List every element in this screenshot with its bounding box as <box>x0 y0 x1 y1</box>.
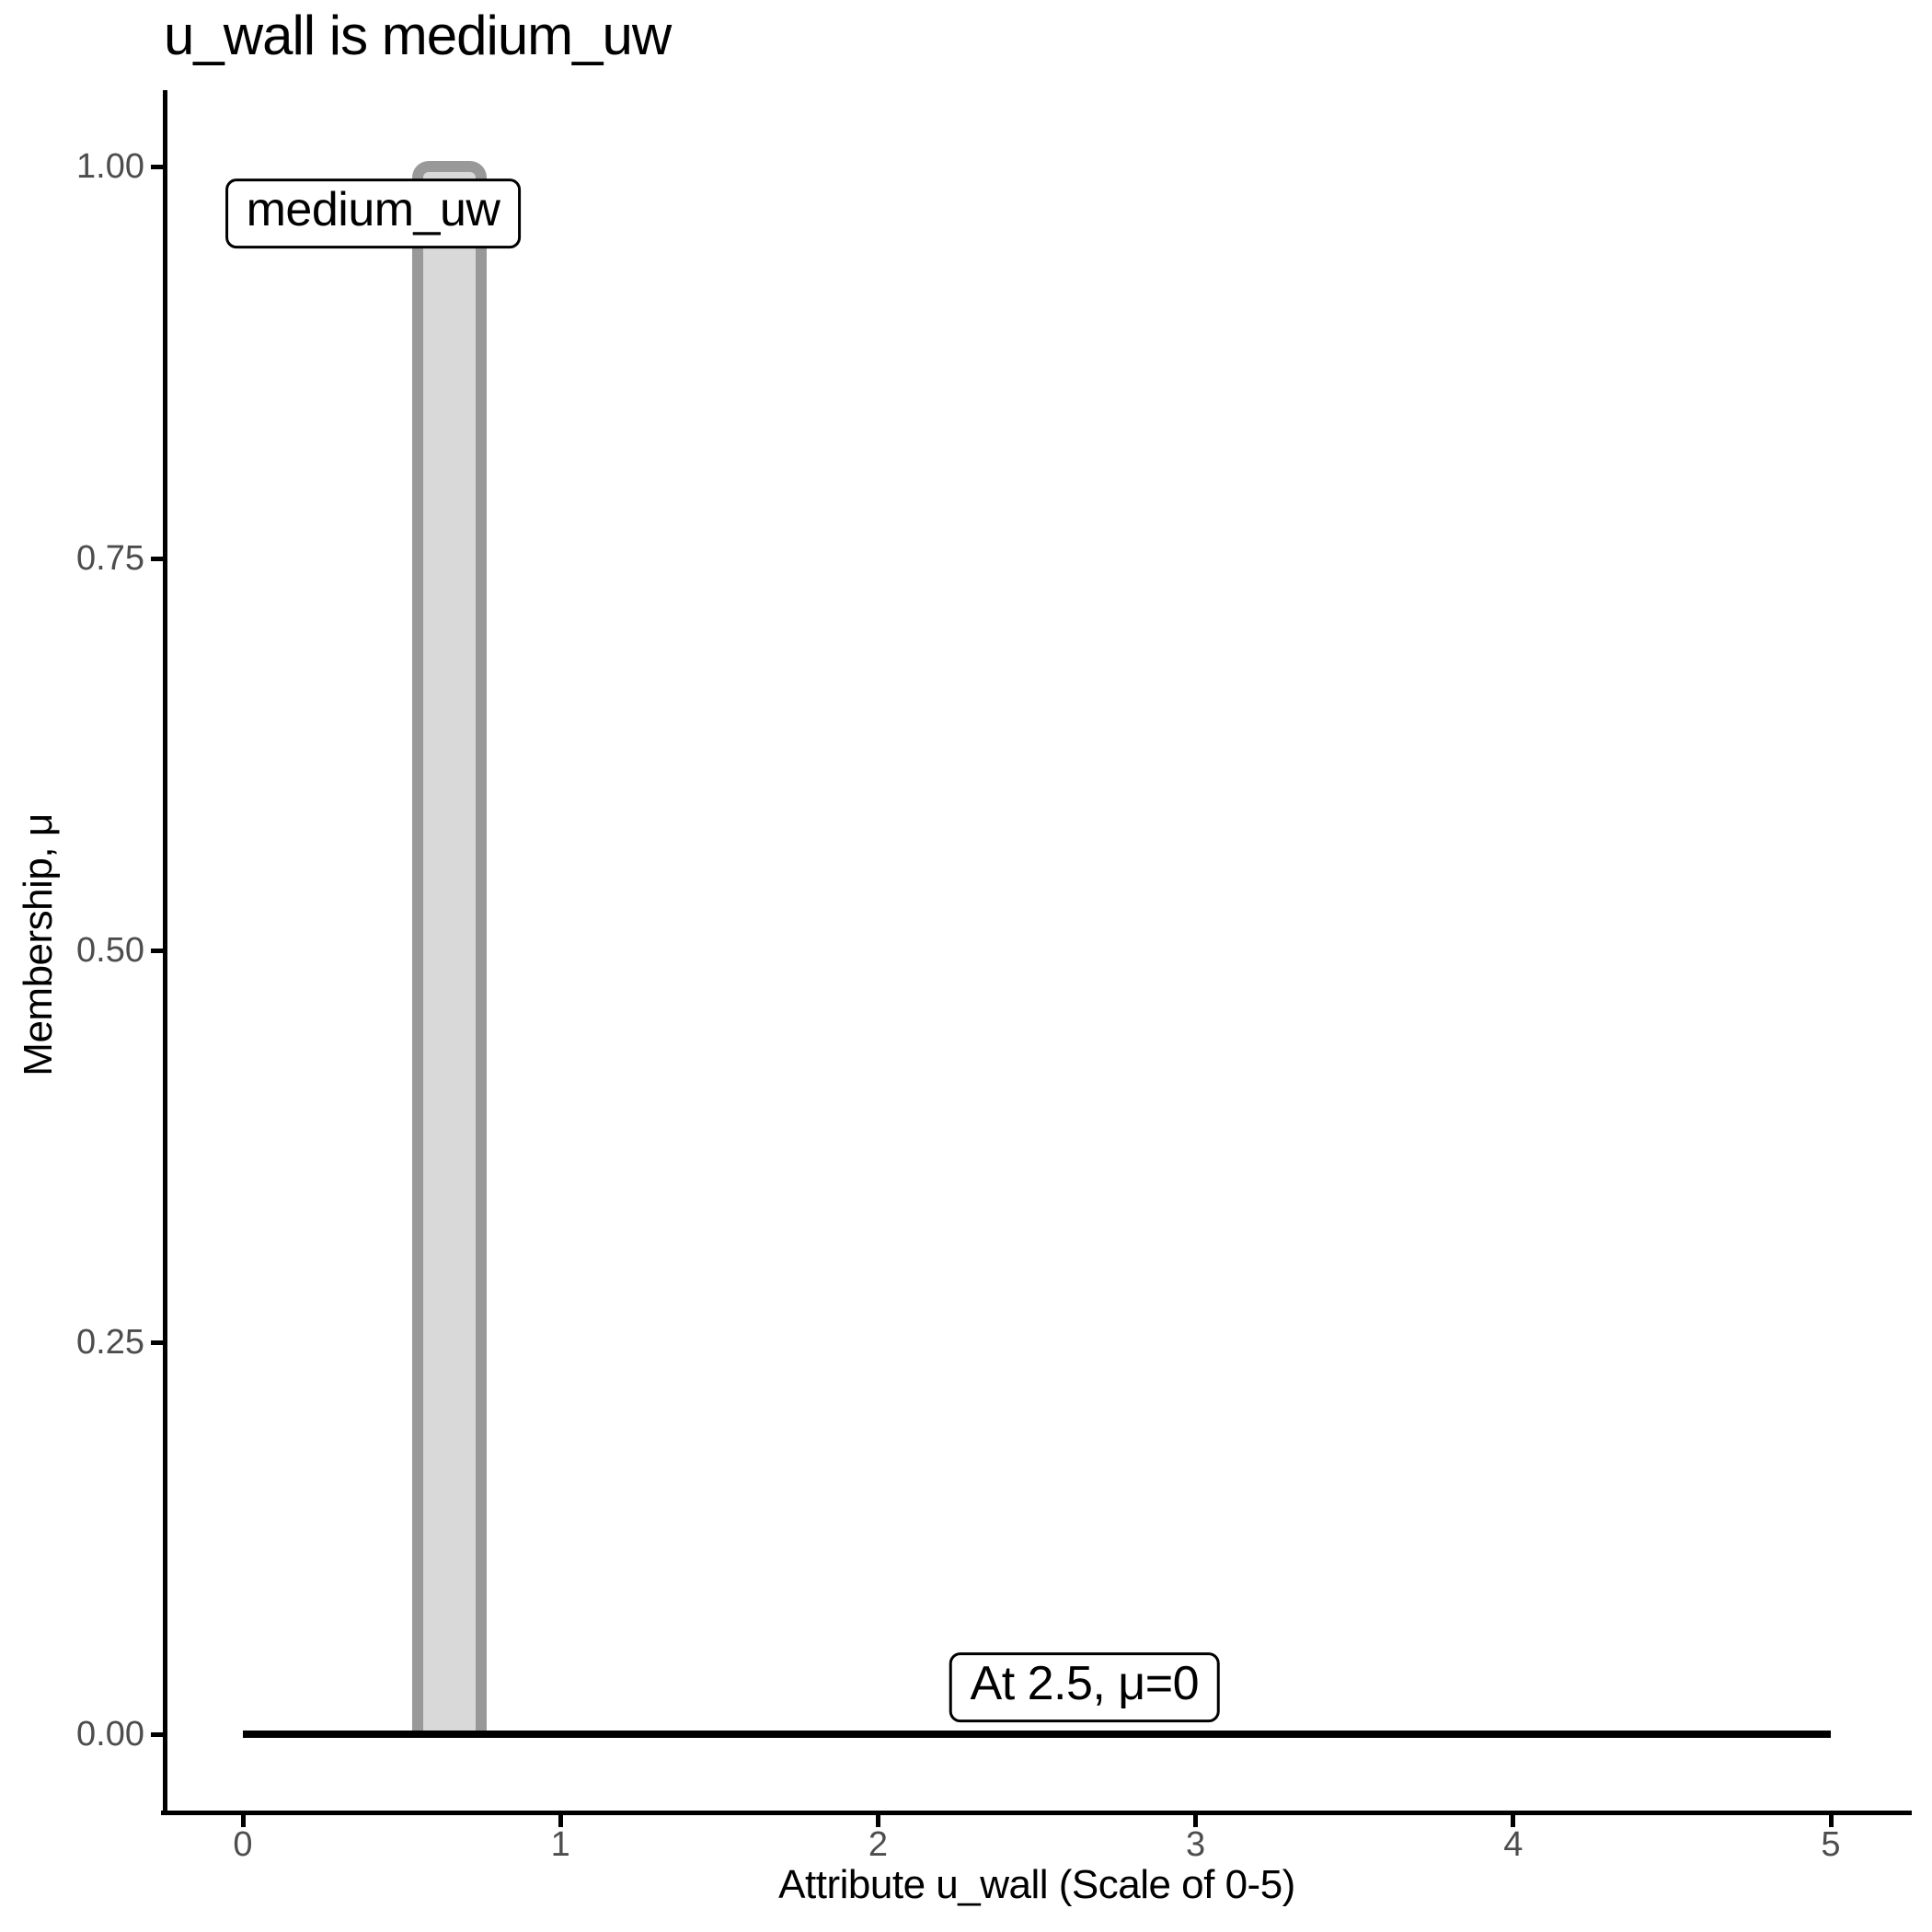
y-tick-label: 0.25 <box>76 1323 144 1362</box>
x-tick-label: 3 <box>1186 1825 1206 1864</box>
x-tick-label: 5 <box>1821 1825 1841 1864</box>
x-tick-mark <box>1511 1815 1516 1827</box>
x-tick-mark <box>1193 1815 1199 1827</box>
x-axis-line <box>161 1811 1912 1815</box>
x-tick-label: 4 <box>1503 1825 1524 1864</box>
y-tick-label: 0.00 <box>76 1715 144 1754</box>
x-tick-mark <box>1828 1815 1834 1827</box>
x-tick-label: 2 <box>868 1825 888 1864</box>
x-tick-mark <box>558 1815 563 1827</box>
x-tick-mark <box>875 1815 880 1827</box>
y-axis-label: Membership, μ <box>16 813 61 1076</box>
annotation-label: medium_uw <box>224 178 522 249</box>
y-tick-mark <box>151 948 163 953</box>
y-tick-label: 1.00 <box>76 147 144 186</box>
x-axis-label: Attribute u_wall (Scale of 0-5) <box>778 1862 1295 1907</box>
zero-membership-line <box>243 1731 1831 1738</box>
x-tick-label: 0 <box>233 1825 253 1864</box>
y-tick-mark <box>151 1731 163 1737</box>
y-tick-label: 0.75 <box>76 539 144 578</box>
y-tick-label: 0.50 <box>76 931 144 970</box>
y-tick-mark <box>151 556 163 561</box>
y-axis-line <box>163 90 167 1815</box>
y-tick-mark <box>151 164 163 169</box>
membership-bar <box>411 161 487 1738</box>
x-tick-mark <box>240 1815 246 1827</box>
y-tick-mark <box>151 1340 163 1345</box>
chart-title: u_wall is medium_uw <box>164 5 672 66</box>
x-tick-label: 1 <box>550 1825 570 1864</box>
annotation-label: At 2.5, μ=0 <box>949 1651 1221 1722</box>
